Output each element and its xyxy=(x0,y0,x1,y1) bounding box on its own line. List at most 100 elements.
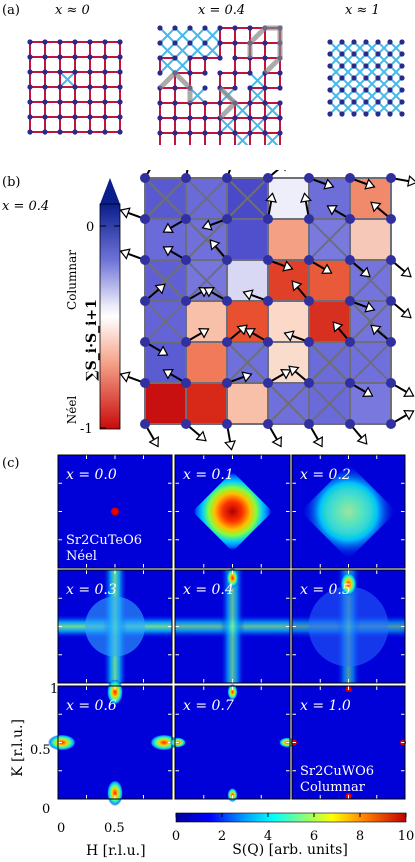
site-dot xyxy=(172,55,178,61)
panel-a-lattices xyxy=(27,25,405,145)
site-dot xyxy=(87,129,93,135)
site-dot xyxy=(181,337,191,347)
spin-arrow xyxy=(271,436,282,448)
sq-map-1: x = 0.1 xyxy=(174,454,291,569)
site-dot xyxy=(140,255,150,265)
site-dot xyxy=(262,130,268,136)
spin-arrow xyxy=(119,371,131,383)
lattice-sites xyxy=(140,173,396,429)
map-order: Columnar xyxy=(300,780,366,795)
site-dot xyxy=(27,114,33,120)
site-dot xyxy=(42,69,48,75)
map-x-label: x = 1.0 xyxy=(300,698,351,714)
y-tick-05: 0.5 xyxy=(30,743,51,758)
spin-arrow xyxy=(283,330,295,342)
site-dot xyxy=(247,85,253,91)
site-dot xyxy=(339,39,345,45)
bond-cell xyxy=(145,383,186,424)
site-dot xyxy=(339,99,345,105)
spin-arrow xyxy=(312,436,323,448)
bond-cell xyxy=(227,219,268,260)
panel-a-title-x04: x = 0.4 xyxy=(198,3,246,18)
site-dot xyxy=(327,75,333,81)
colorbar-c xyxy=(175,812,407,823)
site-dot xyxy=(102,84,108,90)
site-dot xyxy=(157,100,163,106)
spin-arrow xyxy=(326,205,338,216)
site-dot xyxy=(72,129,78,135)
map-compound: Sr2CuWO6 xyxy=(300,764,374,779)
map-x-label: x = 0.1 xyxy=(183,467,234,483)
site-dot xyxy=(42,114,48,120)
site-dot xyxy=(375,111,381,117)
site-dot xyxy=(386,173,396,183)
site-dot xyxy=(117,114,123,120)
site-dot xyxy=(363,99,369,105)
site-dot xyxy=(181,255,191,265)
bond-cell xyxy=(309,260,350,301)
site-dot xyxy=(181,214,191,224)
spin-arrow xyxy=(370,324,382,336)
map-x-label: x = 0.7 xyxy=(183,698,234,714)
bond-cell xyxy=(268,219,309,260)
site-dot xyxy=(217,100,223,106)
spin-arrow xyxy=(288,365,300,377)
site-dot xyxy=(102,99,108,105)
spin-arrow xyxy=(224,440,237,451)
site-dot xyxy=(327,111,333,117)
site-dot xyxy=(345,419,355,429)
site-dot xyxy=(277,85,283,91)
site-dot xyxy=(387,111,393,117)
site-dot xyxy=(327,63,333,69)
colorbar-c-tick: 10 xyxy=(398,829,415,844)
y-tick-0: 0 xyxy=(42,802,50,817)
site-dot xyxy=(187,115,193,121)
spin-arrow xyxy=(403,386,415,397)
site-dot xyxy=(351,51,357,57)
site-dot xyxy=(42,84,48,90)
x-axis-label: H [r.l.u.] xyxy=(86,843,146,859)
sq-map-6: x = 0.6 xyxy=(48,679,178,806)
site-dot xyxy=(345,378,355,388)
site-dot xyxy=(187,25,193,31)
site-dot xyxy=(140,296,150,306)
colorbar-c-label: S(Q) [arb. units] xyxy=(232,842,348,858)
site-dot xyxy=(202,100,208,106)
site-dot xyxy=(27,129,33,135)
site-dot xyxy=(117,69,123,75)
site-dot xyxy=(102,39,108,45)
site-dot xyxy=(172,85,178,91)
site-dot xyxy=(187,55,193,61)
site-dot xyxy=(375,51,381,57)
bond-cell xyxy=(145,219,186,260)
site-dot xyxy=(42,54,48,60)
site-dot xyxy=(27,39,33,45)
bond-cell xyxy=(227,383,268,424)
site-dot xyxy=(222,214,232,224)
site-dot xyxy=(57,39,63,45)
colorbar-arrow-top xyxy=(100,178,120,204)
site-dot xyxy=(181,296,191,306)
site-dot xyxy=(399,39,405,45)
site-dot xyxy=(217,40,223,46)
site-dot xyxy=(304,255,314,265)
map-x-label: x = 0.4 xyxy=(183,582,234,598)
panel-b-x-label: x = 0.4 xyxy=(2,199,50,214)
y-axis-label: K [r.l.u.] xyxy=(10,719,26,777)
site-dot xyxy=(386,214,396,224)
site-dot xyxy=(375,75,381,81)
colorbar-c-tick: 8 xyxy=(356,829,364,844)
site-dot xyxy=(399,111,405,117)
site-dot xyxy=(387,39,393,45)
map-x-label: x = 0.3 xyxy=(66,582,117,598)
site-dot xyxy=(57,129,63,135)
site-dot xyxy=(247,115,253,121)
site-dot xyxy=(262,100,268,106)
site-dot xyxy=(363,39,369,45)
sq-map-7: x = 0.7 xyxy=(170,684,295,802)
spin-arrow xyxy=(148,436,159,448)
panel-c-label: (c) xyxy=(2,456,20,471)
site-dot xyxy=(277,100,283,106)
